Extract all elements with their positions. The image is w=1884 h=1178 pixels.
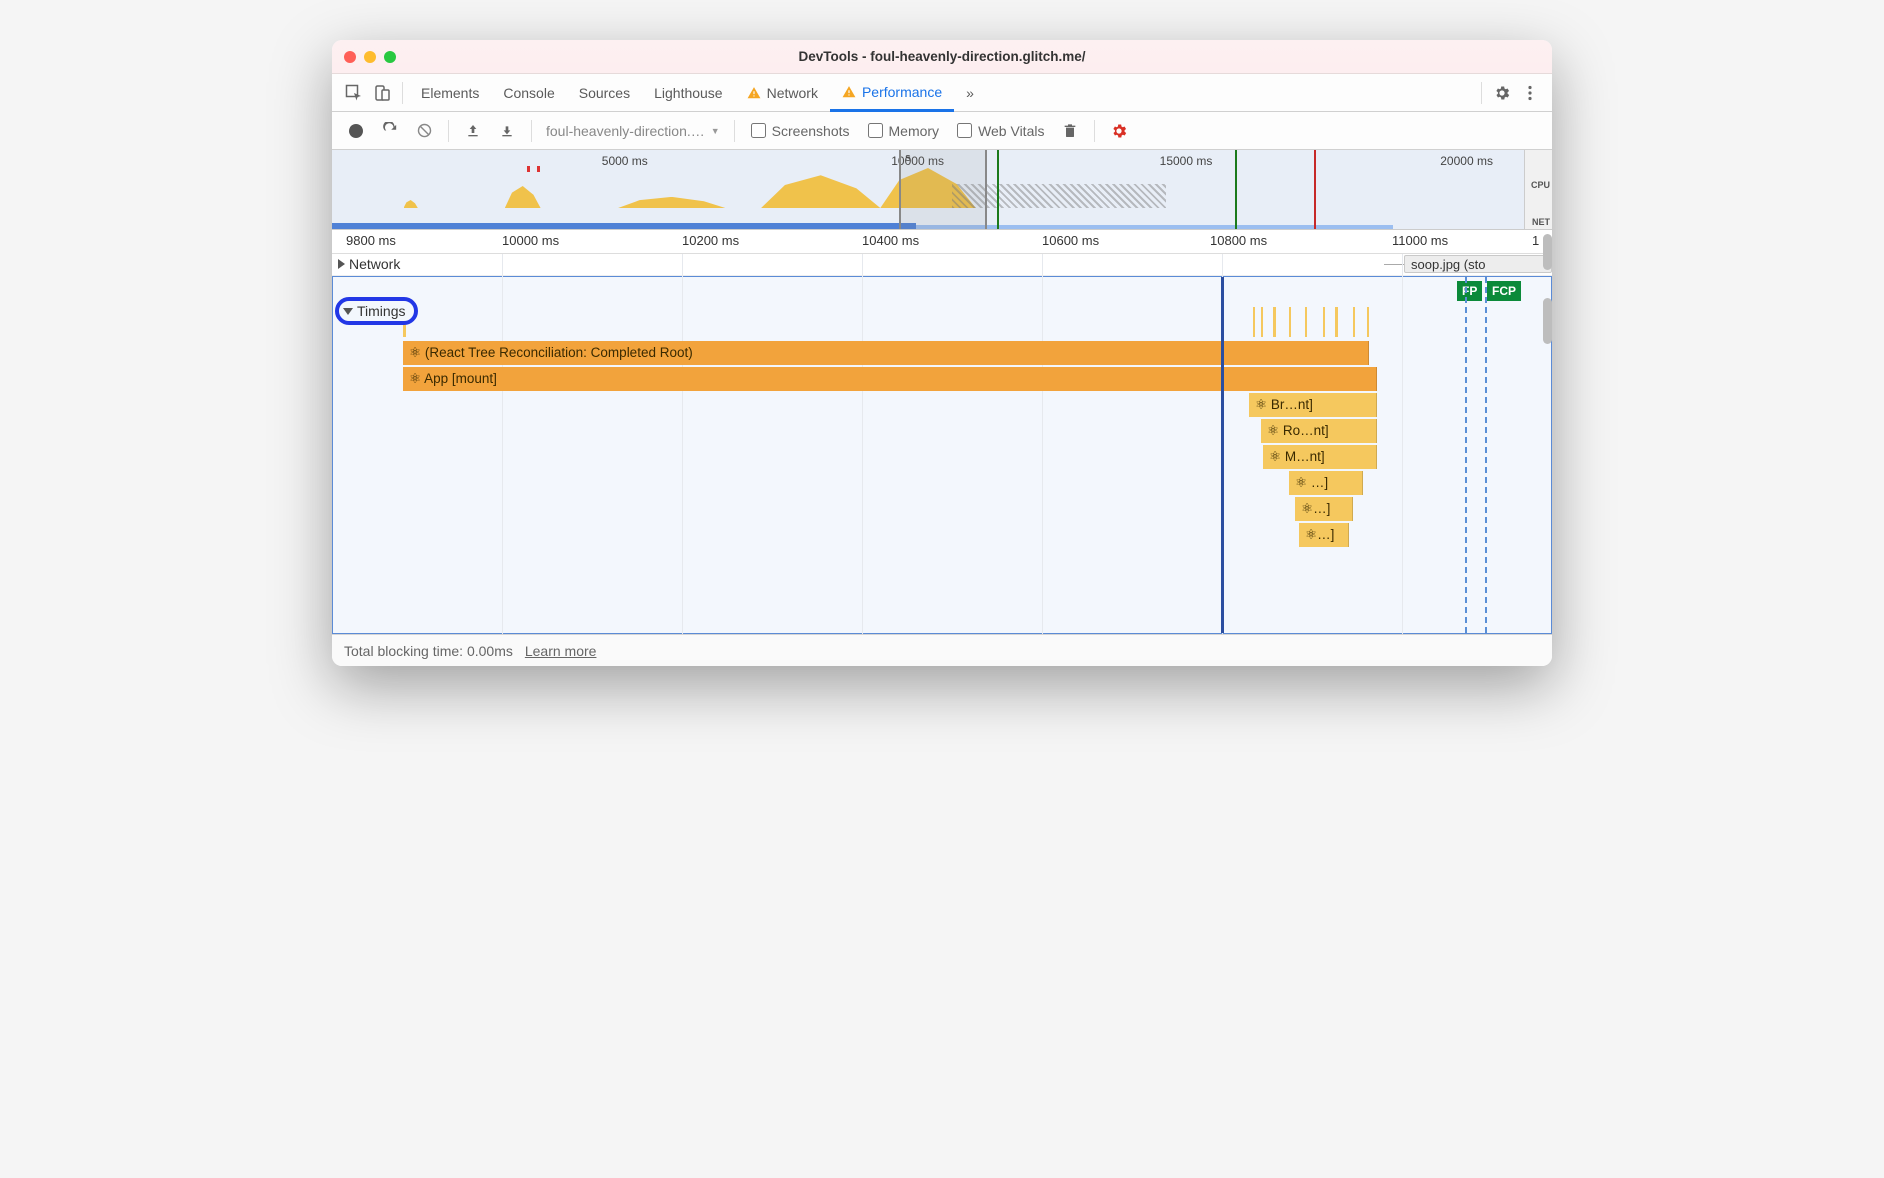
- network-track[interactable]: Network soop.jpg (sto: [332, 254, 1552, 276]
- tab-performance[interactable]: Performance: [830, 74, 954, 112]
- save-profile-button[interactable]: [493, 117, 521, 145]
- scrollbar-thumb[interactable]: [1543, 234, 1552, 270]
- overview-marker: [997, 150, 999, 229]
- separator: [1481, 82, 1482, 104]
- overview-tick: 5000 ms: [602, 154, 648, 168]
- web-vitals-label: Web Vitals: [978, 123, 1044, 139]
- chevron-down-icon: ▼: [711, 126, 720, 136]
- tab-label: Console: [503, 85, 554, 101]
- devtools-window: DevTools - foul-heavenly-direction.glitc…: [332, 40, 1552, 666]
- tracks-area: Network soop.jpg (sto Timings FPFCP ⚛ (R…: [332, 254, 1552, 634]
- tab-label: Performance: [862, 84, 942, 100]
- settings-gear-icon[interactable]: [1488, 79, 1516, 107]
- disclosure-down-icon: [343, 308, 353, 315]
- ruler-tick: 11000 ms: [1392, 233, 1448, 248]
- memory-label: Memory: [889, 123, 940, 139]
- reload-button[interactable]: [376, 117, 404, 145]
- cpu-label: CPU: [1531, 180, 1550, 190]
- status-bar: Total blocking time: 0.00ms Learn more: [332, 634, 1552, 666]
- tab-label: Sources: [579, 85, 630, 101]
- learn-more-link[interactable]: Learn more: [525, 643, 597, 659]
- flame-bar[interactable]: ⚛ Ro…nt]: [1261, 419, 1377, 443]
- timing-badge-fcp[interactable]: FCP: [1487, 281, 1521, 301]
- separator: [402, 82, 403, 104]
- timeline-overview[interactable]: CPU NET 5000 ms10000 ms15000 ms20000 ms …: [332, 150, 1552, 230]
- network-track-label: Network: [349, 256, 400, 272]
- tabs-more-button[interactable]: »: [954, 74, 986, 112]
- screenshots-checkbox[interactable]: Screenshots: [745, 123, 856, 139]
- timings-track[interactable]: Timings FPFCP ⚛ (React Tree Reconciliati…: [332, 276, 1552, 634]
- kebab-menu-icon[interactable]: [1516, 79, 1544, 107]
- screenshots-label: Screenshots: [772, 123, 850, 139]
- tab-elements[interactable]: Elements: [409, 74, 491, 112]
- flame-bar[interactable]: ⚛…]: [1295, 497, 1353, 521]
- tab-label: Elements: [421, 85, 479, 101]
- flame-bar[interactable]: ⚛…]: [1299, 523, 1349, 547]
- overview-tick: 20000 ms: [1440, 154, 1493, 168]
- delete-button[interactable]: [1056, 117, 1084, 145]
- ruler-tick: 9800 ms: [346, 233, 396, 248]
- disclosure-right-icon: [338, 259, 345, 269]
- ruler-tick: 10800 ms: [1210, 233, 1267, 248]
- clear-button[interactable]: [410, 117, 438, 145]
- ruler-tick: 10000 ms: [502, 233, 559, 248]
- performance-toolbar: foul-heavenly-direction.… ▼ Screenshots …: [332, 112, 1552, 150]
- overview-side-labels: CPU NET: [1524, 150, 1552, 229]
- timings-track-label: Timings: [357, 303, 406, 319]
- flame-bar[interactable]: ⚛ App [mount]: [403, 367, 1377, 391]
- overview-marker: [1314, 150, 1316, 229]
- tab-label: Network: [767, 85, 818, 101]
- flame-bar[interactable]: ⚛ (React Tree Reconciliation: Completed …: [403, 341, 1369, 365]
- tab-label: Lighthouse: [654, 85, 723, 101]
- tab-network[interactable]: Network: [735, 74, 830, 112]
- network-track-header[interactable]: Network: [338, 256, 400, 272]
- ruler-tick: 1: [1532, 233, 1539, 248]
- titlebar: DevTools - foul-heavenly-direction.glitc…: [332, 40, 1552, 74]
- flame-bar[interactable]: ⚛ …]: [1289, 471, 1363, 495]
- ruler-tick: 10400 ms: [862, 233, 919, 248]
- ruler-tick: 10200 ms: [682, 233, 739, 248]
- capture-settings-gear-icon[interactable]: [1105, 117, 1133, 145]
- record-button[interactable]: [342, 117, 370, 145]
- load-profile-button[interactable]: [459, 117, 487, 145]
- time-ruler[interactable]: 9800 ms 10000 ms 10200 ms 10400 ms 10600 ms 1…: [332, 230, 1552, 254]
- timing-badge-fp[interactable]: FP: [1457, 281, 1482, 301]
- window-title: DevTools - foul-heavenly-direction.glitc…: [332, 49, 1552, 64]
- network-request-pill[interactable]: soop.jpg (sto: [1404, 255, 1552, 273]
- web-vitals-checkbox[interactable]: Web Vitals: [951, 123, 1050, 139]
- timings-highlight-ring: Timings: [335, 297, 418, 325]
- current-time-cursor[interactable]: [1221, 277, 1224, 633]
- inspect-element-icon[interactable]: [340, 79, 368, 107]
- tab-lighthouse[interactable]: Lighthouse: [642, 74, 735, 112]
- overview-marker: [1235, 150, 1237, 229]
- scrollbar-thumb[interactable]: [1543, 298, 1552, 344]
- tab-sources[interactable]: Sources: [567, 74, 642, 112]
- net-label: NET: [1532, 217, 1550, 227]
- tab-console[interactable]: Console: [491, 74, 566, 112]
- overview-tick: 15000 ms: [1160, 154, 1213, 168]
- recording-dropdown-label: foul-heavenly-direction.…: [546, 123, 705, 139]
- chevron-more-icon: »: [966, 85, 974, 101]
- panel-tabs: Elements Console Sources Lighthouse Network P…: [332, 74, 1552, 112]
- flame-bar[interactable]: ⚛ Br…nt]: [1249, 393, 1377, 417]
- ruler-tick: 10600 ms: [1042, 233, 1099, 248]
- overview-selection[interactable]: s: [899, 150, 987, 229]
- recording-dropdown[interactable]: foul-heavenly-direction.… ▼: [542, 123, 724, 139]
- device-toggle-icon[interactable]: [368, 79, 396, 107]
- tbt-value: Total blocking time: 0.00ms: [344, 643, 513, 659]
- flame-bar[interactable]: ⚛ M…nt]: [1263, 445, 1377, 469]
- memory-checkbox[interactable]: Memory: [862, 123, 946, 139]
